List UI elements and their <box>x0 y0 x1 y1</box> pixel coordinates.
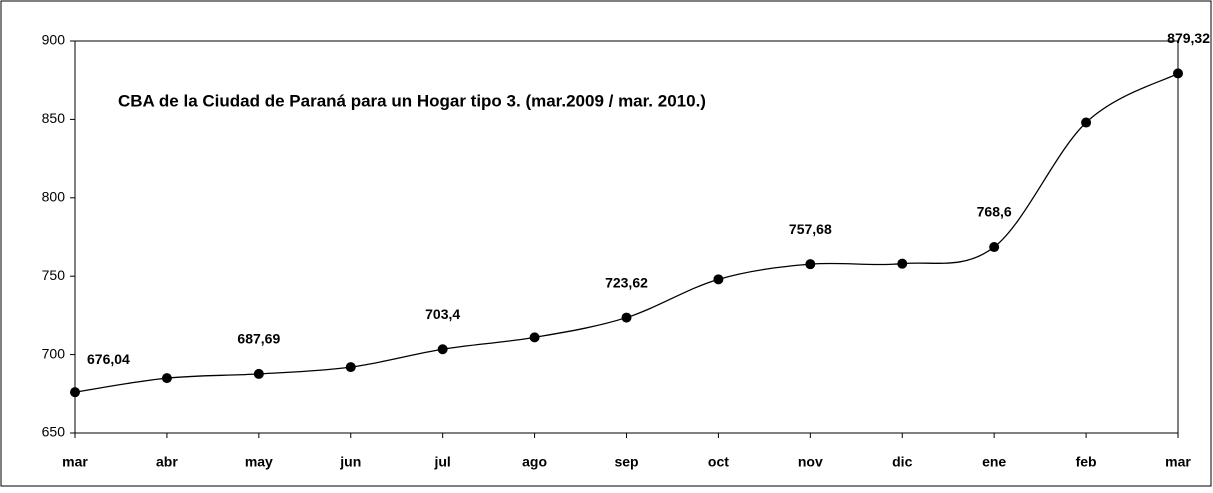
data-point <box>989 242 1000 253</box>
data-label: 757,68 <box>789 221 832 237</box>
data-point <box>437 344 448 355</box>
data-point <box>1173 68 1183 79</box>
chart-title: CBA de la Ciudad de Paraná para un Hogar… <box>118 91 706 110</box>
data-point <box>897 258 908 269</box>
y-tick-label: 800 <box>42 189 66 205</box>
data-point <box>1081 117 1092 128</box>
data-point <box>713 274 724 285</box>
data-point <box>161 373 172 384</box>
x-tick-label: nov <box>798 454 823 470</box>
y-tick-label: 650 <box>42 424 66 440</box>
data-point <box>70 387 80 398</box>
x-tick-label: dic <box>892 454 912 470</box>
data-point <box>529 332 540 343</box>
data-label: 879,32 <box>1167 30 1210 46</box>
x-tick-label: may <box>245 454 273 470</box>
x-tick-label: mar <box>62 454 88 470</box>
data-point <box>253 368 264 379</box>
data-label: 703,4 <box>425 306 460 322</box>
x-tick-label: sep <box>614 454 638 470</box>
x-tick-label: abr <box>156 454 178 470</box>
data-point <box>621 312 632 323</box>
data-point <box>805 259 816 270</box>
data-label: 676,04 <box>87 351 130 367</box>
data-label: 723,62 <box>605 274 648 290</box>
y-tick-label: 700 <box>42 345 66 361</box>
x-tick-label: oct <box>708 454 729 470</box>
x-tick-label: jul <box>433 454 450 470</box>
data-label: 768,6 <box>977 204 1012 220</box>
x-tick-label: ago <box>522 454 547 470</box>
x-tick-label: feb <box>1076 454 1097 470</box>
y-tick-label: 850 <box>42 110 66 126</box>
x-tick-label: mar <box>1165 454 1191 470</box>
data-point <box>345 362 356 373</box>
data-label: 687,69 <box>237 331 280 347</box>
y-tick-label: 750 <box>42 267 66 283</box>
x-tick-label: jun <box>339 454 361 470</box>
y-tick-label: 900 <box>42 32 66 48</box>
x-tick-label: ene <box>982 454 1006 470</box>
